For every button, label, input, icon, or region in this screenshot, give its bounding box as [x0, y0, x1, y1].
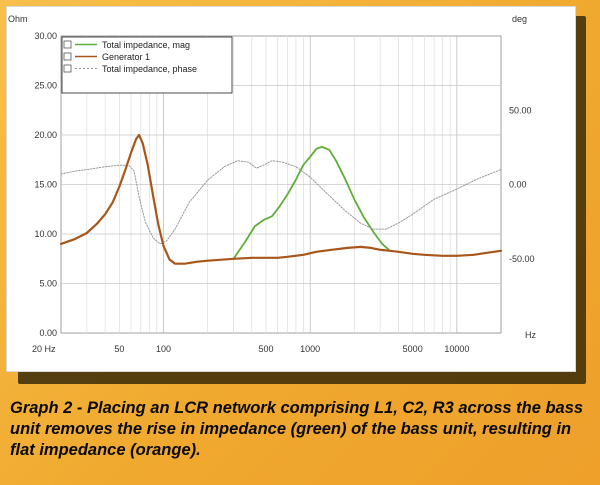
- x-first-tick-label: 20 Hz: [32, 344, 56, 354]
- tick-labels: 30.00 25.00 20.00 15.00 10.00 5.00 0.00 50.00 0.…: [34, 31, 534, 354]
- legend-label-generator: Generator 1: [102, 52, 150, 62]
- legend-label-mag: Total impedance, mag: [102, 40, 190, 50]
- chart-axes: Ohm deg Hz 20 Hz: [8, 14, 536, 354]
- x-tick-label: 1000: [300, 344, 320, 354]
- series-line-generator-1: [59, 133, 503, 265]
- impedance-chart: Ohm deg Hz 20 Hz 30.00 25.00 20.00 15.00 10.…: [8, 14, 536, 354]
- y-right-tick-label: 50.00: [509, 105, 532, 115]
- x-tick-label: 50: [114, 344, 124, 354]
- series-line-total-impedance-mag: [232, 145, 391, 260]
- y-left-tick-label: 15.00: [34, 180, 57, 190]
- legend-checkbox[interactable]: [63, 52, 72, 61]
- series-layer: [59, 133, 503, 265]
- x-unit-label: Hz: [525, 330, 536, 340]
- x-tick-label: 5000: [403, 344, 423, 354]
- legend-checkbox[interactable]: [63, 64, 72, 73]
- chart-legend: Total impedance, mag Generator 1 Total i…: [61, 36, 233, 94]
- x-tick-label: 500: [259, 344, 274, 354]
- figure-caption: Graph 2 - Placing an LCR network compris…: [10, 399, 584, 459]
- y-left-tick-label: 10.00: [34, 229, 57, 239]
- legend-box: [61, 36, 233, 94]
- y-left-tick-label: 30.00: [34, 31, 57, 41]
- series-line-total-impedance-phase: [60, 160, 502, 245]
- y-left-tick-label: 20.00: [34, 130, 57, 140]
- y-right-tick-label: 0.00: [509, 180, 527, 190]
- y-right-tick-label: -50.00: [509, 254, 535, 264]
- x-tick-label: 100: [156, 344, 171, 354]
- y-left-tick-label: 5.00: [39, 279, 57, 289]
- legend-label-phase: Total impedance, phase: [102, 64, 197, 74]
- y-left-tick-label: 0.00: [39, 328, 57, 338]
- x-tick-label: 10000: [444, 344, 469, 354]
- y-right-unit-label: deg: [512, 14, 527, 24]
- legend-checkbox[interactable]: [63, 40, 72, 49]
- y-left-tick-label: 25.00: [34, 81, 57, 91]
- y-left-unit-label: Ohm: [8, 14, 28, 24]
